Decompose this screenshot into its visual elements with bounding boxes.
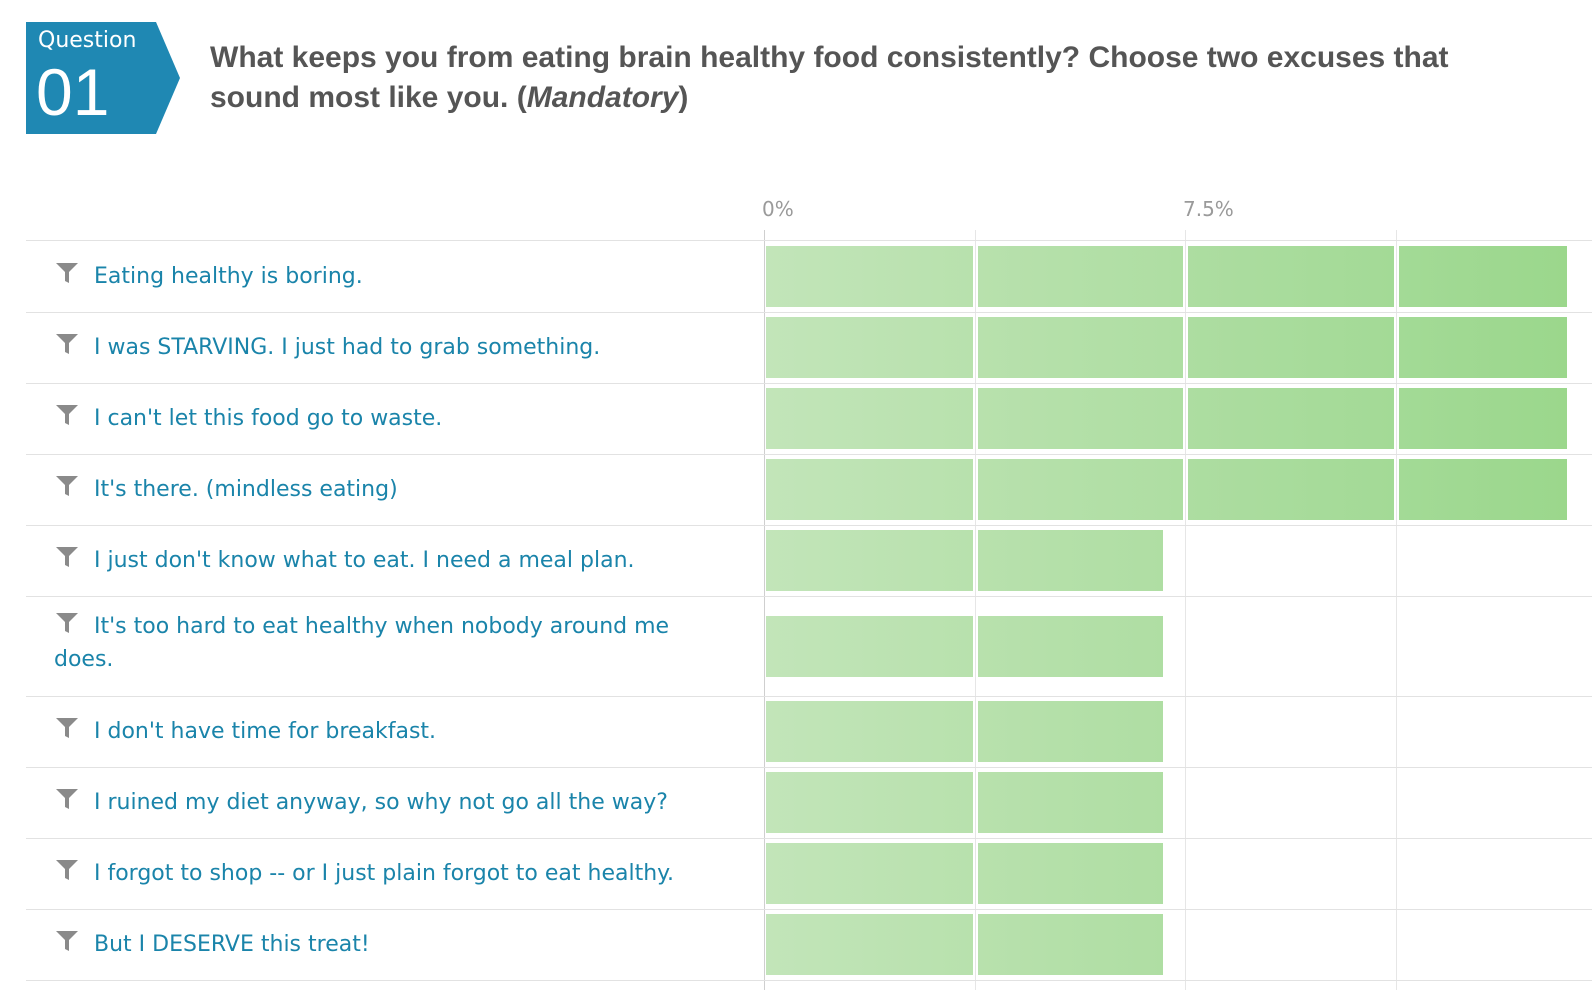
bar: [766, 616, 973, 677]
bar: [978, 914, 1163, 975]
bar: [978, 616, 1163, 677]
filter-icon[interactable]: [54, 545, 80, 569]
question-text-main: What keeps you from eating brain healthy…: [210, 41, 1449, 114]
answer-label[interactable]: I forgot to shop -- or I just plain forg…: [54, 857, 714, 890]
row-divider: [26, 980, 1592, 981]
bar: [1399, 459, 1567, 520]
answer-label[interactable]: I just don't know what to eat. I need a …: [54, 544, 714, 577]
bar: [1188, 246, 1394, 307]
mandatory-label: Mandatory: [526, 81, 679, 114]
question-badge: [26, 22, 156, 134]
answer-label[interactable]: I was STARVING. I just had to grab somet…: [54, 331, 714, 364]
bar: [978, 459, 1183, 520]
filter-icon[interactable]: [54, 474, 80, 498]
question-text-end: ): [678, 81, 689, 114]
bar: [766, 388, 973, 449]
gridline: [1396, 230, 1397, 990]
row-divider: [26, 596, 1592, 597]
filter-icon[interactable]: [54, 261, 80, 285]
bar: [1399, 388, 1567, 449]
row-divider: [26, 312, 1592, 313]
bar: [1188, 317, 1394, 378]
bar: [766, 914, 973, 975]
answer-label[interactable]: I ruined my diet anyway, so why not go a…: [54, 786, 714, 819]
answer-text: I forgot to shop -- or I just plain forg…: [94, 861, 675, 886]
row-divider: [26, 838, 1592, 839]
bar: [1399, 246, 1567, 307]
answer-text: It's too hard to eat healthy when nobody…: [54, 614, 670, 672]
bar: [978, 772, 1163, 833]
bar: [1188, 459, 1394, 520]
answer-text: I just don't know what to eat. I need a …: [94, 548, 635, 573]
answer-text: But I DESERVE this treat!: [94, 932, 370, 957]
question-text: What keeps you from eating brain healthy…: [210, 38, 1510, 118]
bar: [978, 530, 1163, 591]
answer-label[interactable]: But I DESERVE this treat!: [54, 928, 714, 961]
answer-label[interactable]: Eating healthy is boring.: [54, 260, 714, 293]
question-number: 01: [36, 55, 110, 129]
filter-icon[interactable]: [54, 332, 80, 356]
row-divider: [26, 454, 1592, 455]
bar: [766, 530, 973, 591]
answer-text: I was STARVING. I just had to grab somet…: [94, 335, 601, 360]
bar: [978, 317, 1183, 378]
bar: [978, 843, 1163, 904]
bar: [978, 388, 1183, 449]
bar: [766, 701, 973, 762]
bar: [766, 317, 973, 378]
bar: [766, 459, 973, 520]
bar: [978, 701, 1163, 762]
filter-icon[interactable]: [54, 716, 80, 740]
question-badge-label: Question: [38, 28, 137, 53]
row-divider: [26, 525, 1592, 526]
gridline: [975, 230, 976, 990]
row-divider: [26, 383, 1592, 384]
question-badge-arrow: [156, 22, 180, 134]
bar: [766, 246, 973, 307]
filter-icon[interactable]: [54, 403, 80, 427]
bar: [766, 772, 973, 833]
answer-label[interactable]: I can't let this food go to waste.: [54, 402, 714, 435]
filter-icon[interactable]: [54, 611, 80, 635]
answer-text: It's there. (mindless eating): [94, 477, 398, 502]
answer-text: I can't let this food go to waste.: [94, 406, 443, 431]
filter-icon[interactable]: [54, 929, 80, 953]
row-divider: [26, 696, 1592, 697]
header-divider: [26, 240, 1592, 241]
bar: [1188, 388, 1394, 449]
bar: [978, 246, 1183, 307]
filter-icon[interactable]: [54, 787, 80, 811]
row-divider: [26, 909, 1592, 910]
answer-label[interactable]: It's there. (mindless eating): [54, 473, 714, 506]
x-tick-label: 7.5%: [1183, 197, 1234, 221]
bar: [766, 843, 973, 904]
answer-label[interactable]: I don't have time for breakfast.: [54, 715, 714, 748]
answer-label[interactable]: It's too hard to eat healthy when nobody…: [54, 610, 714, 676]
answer-text: I ruined my diet anyway, so why not go a…: [94, 790, 668, 815]
filter-icon[interactable]: [54, 858, 80, 882]
bar: [1399, 317, 1567, 378]
x-tick-label: 0%: [762, 197, 794, 221]
row-divider: [26, 767, 1592, 768]
zero-axis-line: [764, 230, 765, 990]
answer-text: I don't have time for breakfast.: [94, 719, 437, 744]
gridline: [1185, 230, 1186, 990]
answer-text: Eating healthy is boring.: [94, 264, 363, 289]
